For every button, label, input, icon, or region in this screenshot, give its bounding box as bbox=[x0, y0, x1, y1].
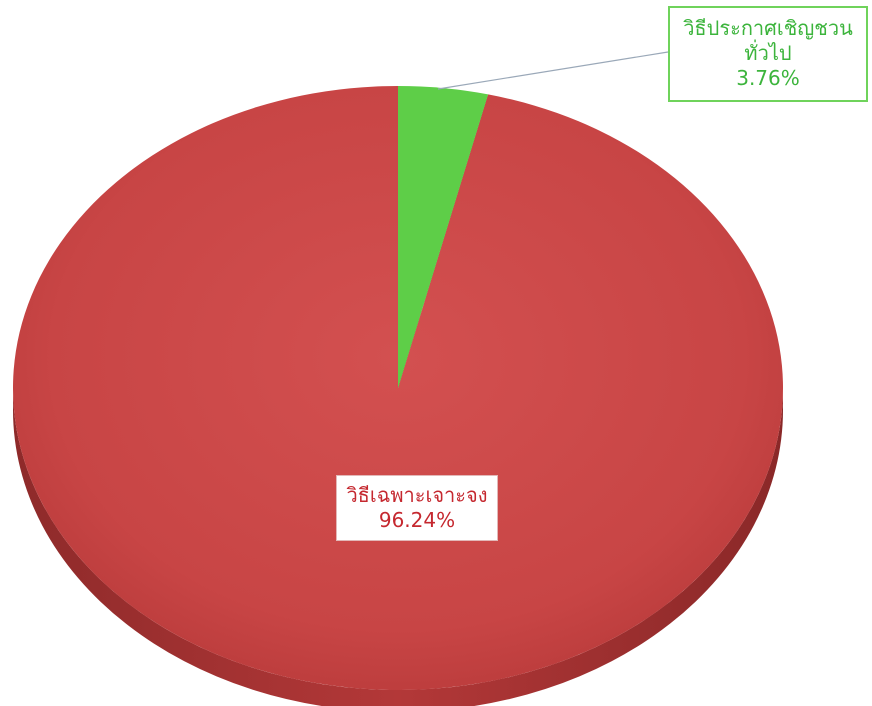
label-public-invitation-value: 3.76% bbox=[736, 66, 800, 90]
label-public-invitation: วิธีประกาศเชิญชวน ทั่วไป 3.76% bbox=[668, 6, 868, 102]
label-public-invitation-line1: วิธีประกาศเชิญชวน bbox=[683, 16, 853, 40]
leader-line bbox=[437, 51, 669, 90]
label-specific-method-value: 96.24% bbox=[378, 508, 456, 532]
label-specific-method: วิธีเฉพาะเจาะจง 96.24% bbox=[336, 475, 498, 541]
slice-specific-method bbox=[12, 86, 783, 690]
slice-public-invitation-method bbox=[398, 86, 489, 388]
label-public-invitation-line2: ทั่วไป bbox=[744, 41, 792, 65]
label-specific-method-line1: วิธีเฉพาะเจาะจง bbox=[346, 483, 488, 507]
